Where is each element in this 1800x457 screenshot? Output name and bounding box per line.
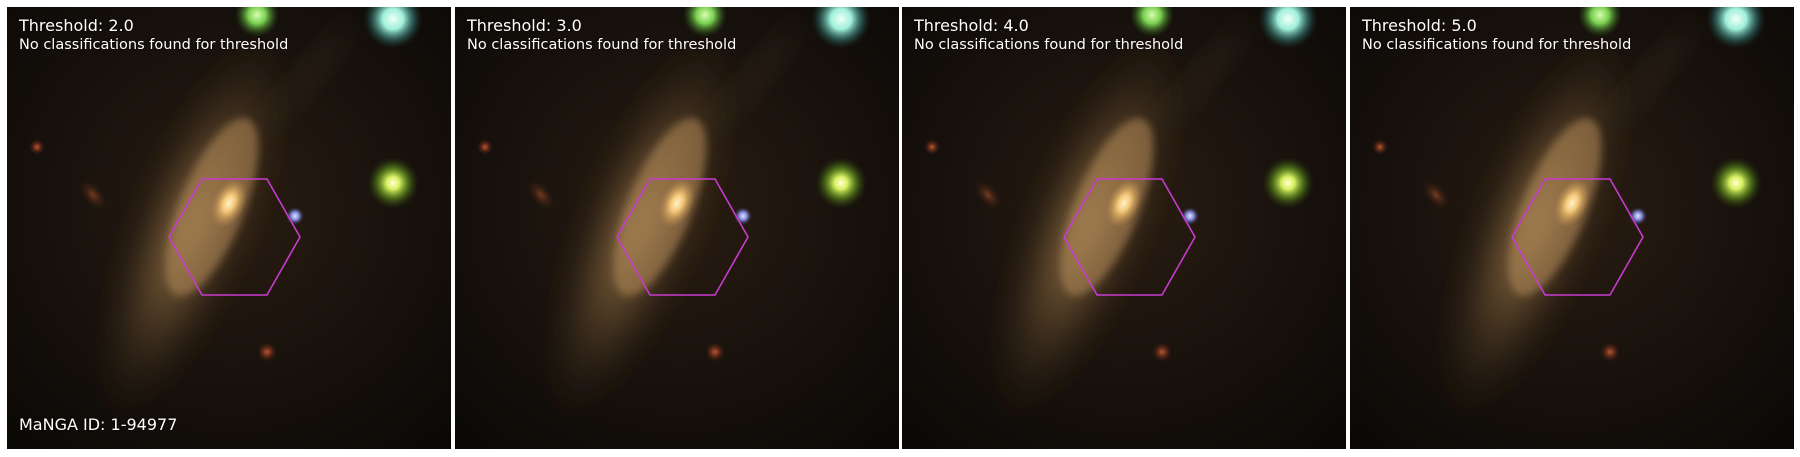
green-star bbox=[815, 157, 867, 209]
green-star bbox=[367, 157, 419, 209]
red-blob-left bbox=[974, 179, 1002, 211]
green-top-star bbox=[235, 7, 279, 37]
galaxy-core bbox=[210, 178, 248, 228]
threshold-label: Threshold: 2.0 bbox=[19, 16, 134, 35]
red-blob-left bbox=[1422, 179, 1450, 211]
cyan-star bbox=[811, 7, 871, 49]
green-top-star bbox=[683, 7, 727, 37]
green-star bbox=[1710, 157, 1762, 209]
classification-status: No classifications found for threshold bbox=[19, 37, 289, 53]
red-dot-bottom bbox=[705, 342, 725, 362]
red-dot-left bbox=[477, 139, 493, 155]
cyan-star bbox=[1258, 7, 1318, 49]
red-dot-left bbox=[924, 139, 940, 155]
ifu-hexagon bbox=[1511, 178, 1644, 296]
red-dot-bottom bbox=[1152, 342, 1172, 362]
galaxy-panel-1: Threshold: 2.0 No classifications found f… bbox=[7, 7, 451, 449]
green-top-star bbox=[1130, 7, 1174, 37]
red-dot-bottom bbox=[1600, 342, 1620, 362]
galaxy-core bbox=[1553, 178, 1591, 228]
ifu-hexagon bbox=[616, 178, 749, 296]
red-blob-left bbox=[527, 179, 555, 211]
classification-status: No classifications found for threshold bbox=[467, 37, 737, 53]
green-star bbox=[1262, 157, 1314, 209]
threshold-label: Threshold: 5.0 bbox=[1362, 16, 1477, 35]
green-top-star bbox=[1578, 7, 1622, 37]
ifu-hexagon bbox=[168, 178, 301, 296]
red-dot-bottom bbox=[257, 342, 277, 362]
threshold-label: Threshold: 3.0 bbox=[467, 16, 582, 35]
galaxy-panel-3: Threshold: 4.0 No classifications found f… bbox=[902, 7, 1346, 449]
manga-id-label: MaNGA ID: 1-94977 bbox=[19, 415, 178, 434]
galaxy-core bbox=[658, 178, 696, 228]
red-dot-left bbox=[29, 139, 45, 155]
galaxy-panel-2: Threshold: 3.0 No classifications found f… bbox=[455, 7, 899, 449]
ifu-hexagon bbox=[1063, 178, 1196, 296]
cyan-star bbox=[363, 7, 423, 49]
red-dot-left bbox=[1372, 139, 1388, 155]
threshold-label: Threshold: 4.0 bbox=[914, 16, 1029, 35]
galaxy-panel-4: Threshold: 5.0 No classifications found f… bbox=[1350, 7, 1794, 449]
cyan-star bbox=[1706, 7, 1766, 49]
classification-status: No classifications found for threshold bbox=[914, 37, 1184, 53]
red-blob-left bbox=[79, 179, 107, 211]
galaxy-core bbox=[1105, 178, 1143, 228]
classification-status: No classifications found for threshold bbox=[1362, 37, 1632, 53]
